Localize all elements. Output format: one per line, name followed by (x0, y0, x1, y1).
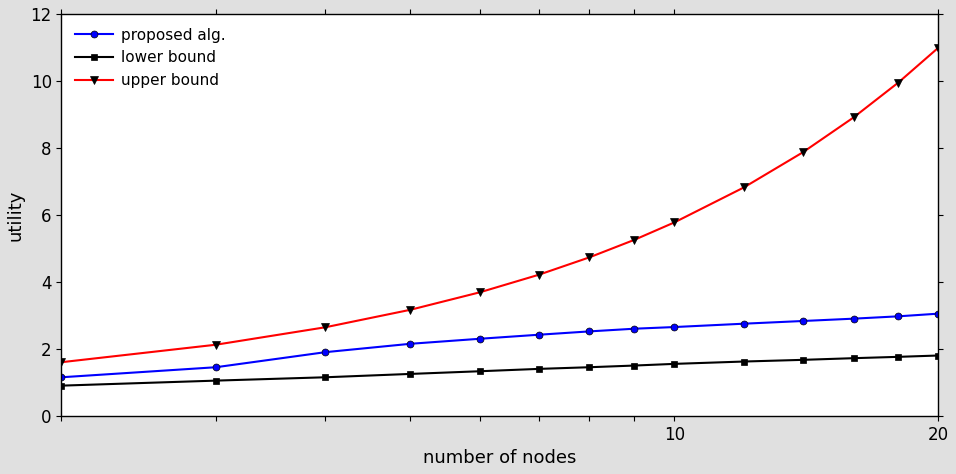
upper bound (629, 237, 641, 243)
lower bound (933, 353, 945, 358)
upper bound (474, 290, 486, 295)
upper bound (669, 219, 681, 225)
proposed alg. (738, 321, 750, 327)
proposed alg. (629, 326, 641, 331)
upper bound (532, 272, 544, 278)
proposed alg. (797, 318, 809, 324)
upper bound (848, 115, 859, 120)
lower bound (55, 383, 67, 389)
proposed alg. (584, 328, 596, 334)
lower bound (893, 354, 904, 360)
lower bound (474, 368, 486, 374)
lower bound (584, 365, 596, 370)
upper bound (797, 150, 809, 155)
lower bound (210, 378, 222, 383)
proposed alg. (848, 316, 859, 321)
upper bound (933, 45, 945, 50)
X-axis label: number of nodes: number of nodes (424, 449, 576, 467)
lower bound (738, 359, 750, 365)
Legend: proposed alg., lower bound, upper bound: proposed alg., lower bound, upper bound (69, 22, 231, 94)
Line: proposed alg.: proposed alg. (58, 310, 942, 381)
Y-axis label: utility: utility (7, 189, 25, 240)
proposed alg. (893, 313, 904, 319)
Line: upper bound: upper bound (57, 44, 943, 366)
upper bound (210, 342, 222, 347)
proposed alg. (404, 341, 416, 346)
upper bound (893, 80, 904, 85)
lower bound (404, 371, 416, 377)
upper bound (55, 359, 67, 365)
Line: lower bound: lower bound (58, 352, 942, 389)
upper bound (584, 255, 596, 260)
proposed alg. (669, 324, 681, 330)
lower bound (797, 357, 809, 363)
lower bound (669, 361, 681, 367)
lower bound (319, 374, 331, 380)
proposed alg. (319, 349, 331, 355)
proposed alg. (933, 311, 945, 317)
upper bound (319, 324, 331, 330)
upper bound (404, 307, 416, 313)
lower bound (532, 366, 544, 372)
proposed alg. (55, 374, 67, 380)
lower bound (848, 356, 859, 361)
upper bound (738, 184, 750, 190)
proposed alg. (532, 332, 544, 337)
lower bound (629, 363, 641, 368)
proposed alg. (474, 336, 486, 342)
proposed alg. (210, 365, 222, 370)
